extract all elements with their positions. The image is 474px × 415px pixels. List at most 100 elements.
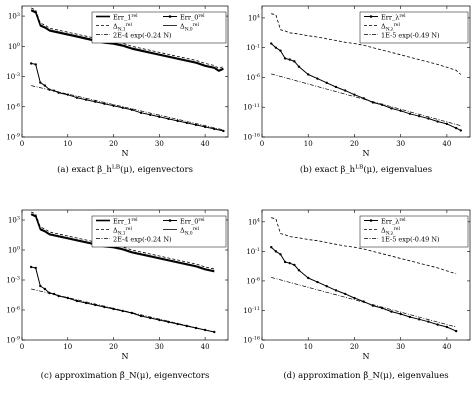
data-point <box>427 320 430 323</box>
data-point <box>139 111 143 115</box>
legend-label: Err_1rel​ <box>113 13 138 22</box>
x-tick-label: 40 <box>201 343 210 351</box>
data-point <box>270 246 273 249</box>
series-line <box>31 288 215 333</box>
data-point <box>293 60 296 63</box>
data-point <box>353 296 356 300</box>
legend-label: 1E-5 exp(-0.49 N) <box>381 236 440 244</box>
legend-label: Err_1rel​ <box>113 217 138 226</box>
x-tick-label: 40 <box>201 140 210 148</box>
plot-frame <box>21 209 229 341</box>
x-tick-label: 40 <box>442 343 451 351</box>
legend-box <box>359 215 469 248</box>
data-point <box>417 114 421 118</box>
legend-marker <box>168 219 172 222</box>
data-point <box>445 325 449 329</box>
x-axis-label: N <box>363 352 370 361</box>
x-tick-label: 0 <box>20 140 24 148</box>
y-tick-label: 10-11​ <box>243 103 260 112</box>
y-tick-label: 100​ <box>8 42 20 51</box>
data-point <box>213 330 216 334</box>
data-point <box>454 126 458 130</box>
legend: Err_λrel​ΔN,λrel​1E-5 exp(-0.49 N) <box>359 11 469 44</box>
legend: Err_1rel​ Err_0rel​ ΔN,1rel​ ΔN,0rel​ 2E-4 e… <box>91 215 227 248</box>
x-tick-label: 30 <box>396 343 405 351</box>
data-point <box>66 93 69 96</box>
x-tick-label: 0 <box>260 343 264 351</box>
data-point <box>293 263 296 267</box>
data-point <box>316 280 319 284</box>
data-point <box>417 318 421 321</box>
legend-marker <box>168 15 172 18</box>
x-tick-label: 20 <box>350 343 359 351</box>
x-tick-label: 20 <box>109 140 118 148</box>
x-tick-label: 10 <box>63 343 72 351</box>
data-point <box>454 329 458 333</box>
legend: Err_λrel​ΔN,λrel​1E-5 exp(-0.49 N) <box>359 215 469 248</box>
data-point <box>148 113 152 117</box>
y-tick-label: 10-6​ <box>6 102 20 111</box>
chart-panel-a: 0 10 20 30 40 10-9​ 10-6​ 10-3​ 100​ 103​ N Err_1re… <box>6 5 229 175</box>
panel-caption: (a) exact β_hLB(μ), eigenvectors <box>57 164 193 175</box>
series-line <box>270 43 462 131</box>
data-point <box>84 98 88 101</box>
data-point <box>43 287 47 291</box>
legend: Err_1rel​ Err_0rel​ ΔN,1rel​ ΔN,0rel​ 2E-4 e… <box>91 11 227 44</box>
data-point <box>390 310 393 313</box>
data-point <box>84 301 88 305</box>
series-line <box>31 10 224 72</box>
data-point <box>167 117 170 121</box>
x-tick-label: 20 <box>350 140 359 148</box>
legend-label: Err_0rel​ <box>180 217 205 226</box>
data-point <box>408 315 412 319</box>
data-point <box>307 73 310 76</box>
data-point <box>427 117 430 120</box>
x-tick-label: 10 <box>304 343 313 351</box>
data-point <box>297 269 301 272</box>
x-tick-label: 0 <box>20 343 24 351</box>
x-tick-label: 20 <box>109 343 118 351</box>
data-point <box>103 102 106 105</box>
data-point <box>222 129 225 133</box>
data-point <box>399 312 402 316</box>
data-point <box>213 127 216 131</box>
data-point <box>334 85 338 89</box>
x-axis-label: N <box>122 149 129 158</box>
chart-panel-d: 0 10 20 30 40 10-16​ 10-11​ 10-6​ 10-1​ 104​ N Err_… <box>243 209 471 381</box>
data-point <box>29 265 33 269</box>
legend-box <box>91 215 227 248</box>
data-point <box>390 107 393 110</box>
y-tick-label: 10-6​ <box>246 73 260 82</box>
data-point <box>39 81 42 84</box>
legend-box <box>91 11 227 44</box>
data-point <box>334 289 338 292</box>
data-point <box>274 250 278 253</box>
legend-label: ΔN,1rel​ <box>113 226 132 237</box>
series-line <box>31 62 224 132</box>
y-tick-label: 10-6​ <box>6 306 20 315</box>
x-tick-label: 40 <box>442 140 451 148</box>
legend-label: 2E-4 exp(-0.24 N) <box>113 32 172 40</box>
data-point <box>112 307 115 311</box>
data-point <box>436 323 439 326</box>
series-line <box>271 13 462 75</box>
data-point <box>283 57 287 60</box>
y-tick-label: 104​ <box>248 14 260 23</box>
legend-label: ΔN,λrel​ <box>381 22 400 33</box>
data-point <box>279 253 282 256</box>
y-tick-label: 10-16​ <box>243 133 260 142</box>
y-tick-label: 10-9​ <box>6 133 20 142</box>
legend-box <box>359 11 469 44</box>
legend-marker <box>369 15 373 18</box>
data-point <box>52 89 56 92</box>
series-line <box>31 85 224 131</box>
y-tick-label: 100​ <box>8 246 20 255</box>
data-point <box>176 119 179 123</box>
y-tick-label: 10-16​ <box>243 336 260 345</box>
data-point <box>158 318 161 322</box>
series-line <box>31 211 215 270</box>
legend-label: Err_λrel​ <box>381 217 406 226</box>
legend-label: Err_λrel​ <box>381 13 406 22</box>
y-tick-label: 10-11​ <box>243 306 260 315</box>
x-tick-label: 30 <box>396 140 405 148</box>
